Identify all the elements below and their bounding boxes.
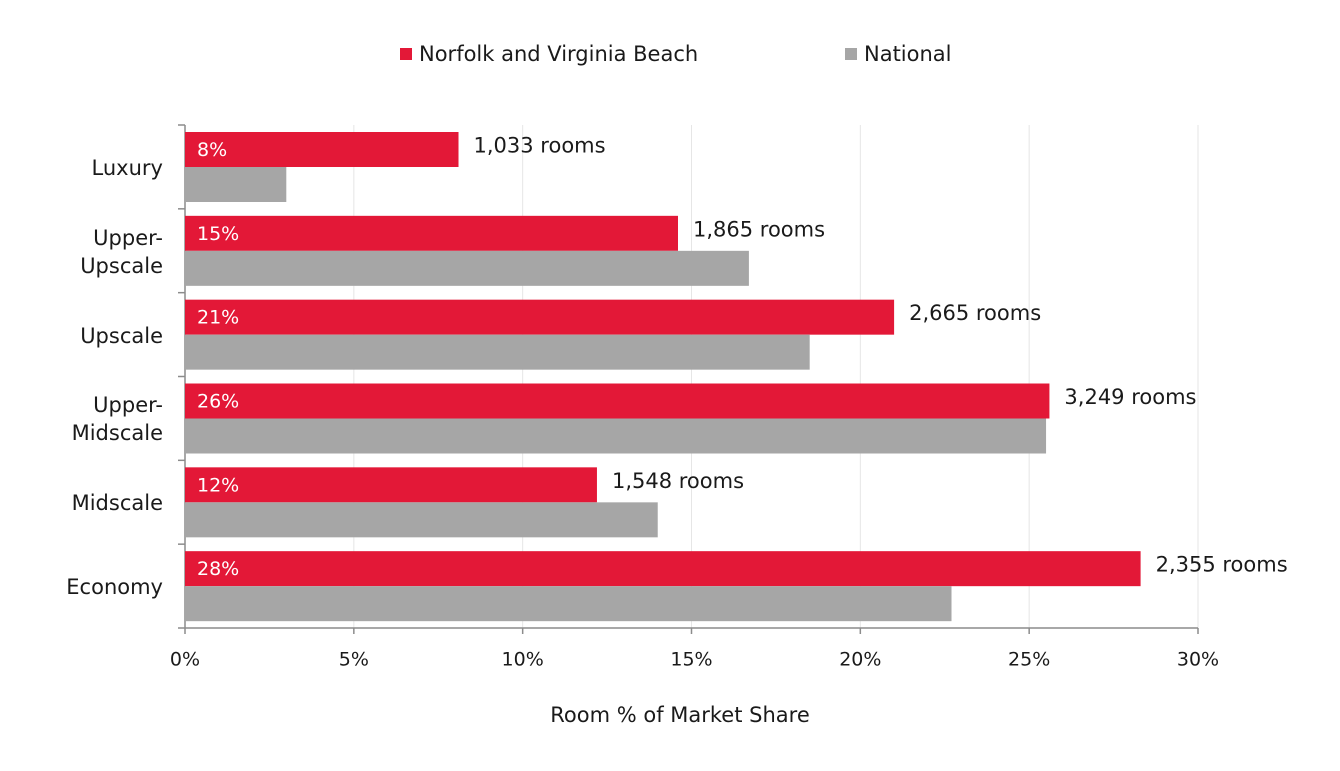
bar (185, 167, 287, 202)
y-tick-label: Upscale (80, 323, 163, 348)
value-label: 8% (197, 139, 227, 161)
legend-label: National (864, 42, 952, 66)
bar (185, 586, 952, 622)
legend-label: Norfolk and Virginia Beach (419, 42, 698, 66)
annotation: 1,548 rooms (612, 469, 744, 493)
bar (185, 551, 1141, 587)
bar (185, 467, 597, 503)
annotation: 3,249 rooms (1064, 385, 1196, 409)
bar (185, 418, 1047, 454)
bar (185, 250, 749, 286)
y-tick-label: Upper- Upscale (80, 225, 163, 278)
bar (185, 502, 658, 538)
annotation: 1,865 rooms (693, 217, 825, 241)
y-tick-label: Luxury (91, 155, 163, 180)
y-tick-label: Upper- Midscale (71, 393, 163, 446)
value-label: 28% (197, 558, 239, 580)
x-tick-label: 30% (1177, 649, 1219, 671)
legend-swatch (400, 48, 412, 60)
x-tick-label: 10% (502, 649, 544, 671)
x-tick-label: 15% (670, 649, 712, 671)
annotation: 2,665 rooms (909, 301, 1041, 325)
value-label: 15% (197, 223, 239, 245)
y-tick-label: Economy (66, 575, 163, 600)
bar (185, 132, 459, 167)
bar (185, 299, 895, 335)
annotation: 1,033 rooms (474, 134, 606, 158)
value-label: 21% (197, 307, 239, 329)
x-axis-title: Room % of Market Share (550, 703, 810, 727)
x-tick-label: 5% (339, 649, 369, 671)
bar (185, 215, 678, 251)
x-tick-label: 0% (170, 649, 200, 671)
value-label: 12% (197, 474, 239, 496)
y-tick-label: Midscale (71, 491, 163, 516)
x-tick-label: 20% (839, 649, 881, 671)
legend-swatch (845, 48, 857, 60)
x-tick-label: 25% (1008, 649, 1050, 671)
value-label: 26% (197, 391, 239, 413)
bar (185, 383, 1050, 419)
bar (185, 334, 810, 370)
annotation: 2,355 rooms (1156, 553, 1288, 577)
